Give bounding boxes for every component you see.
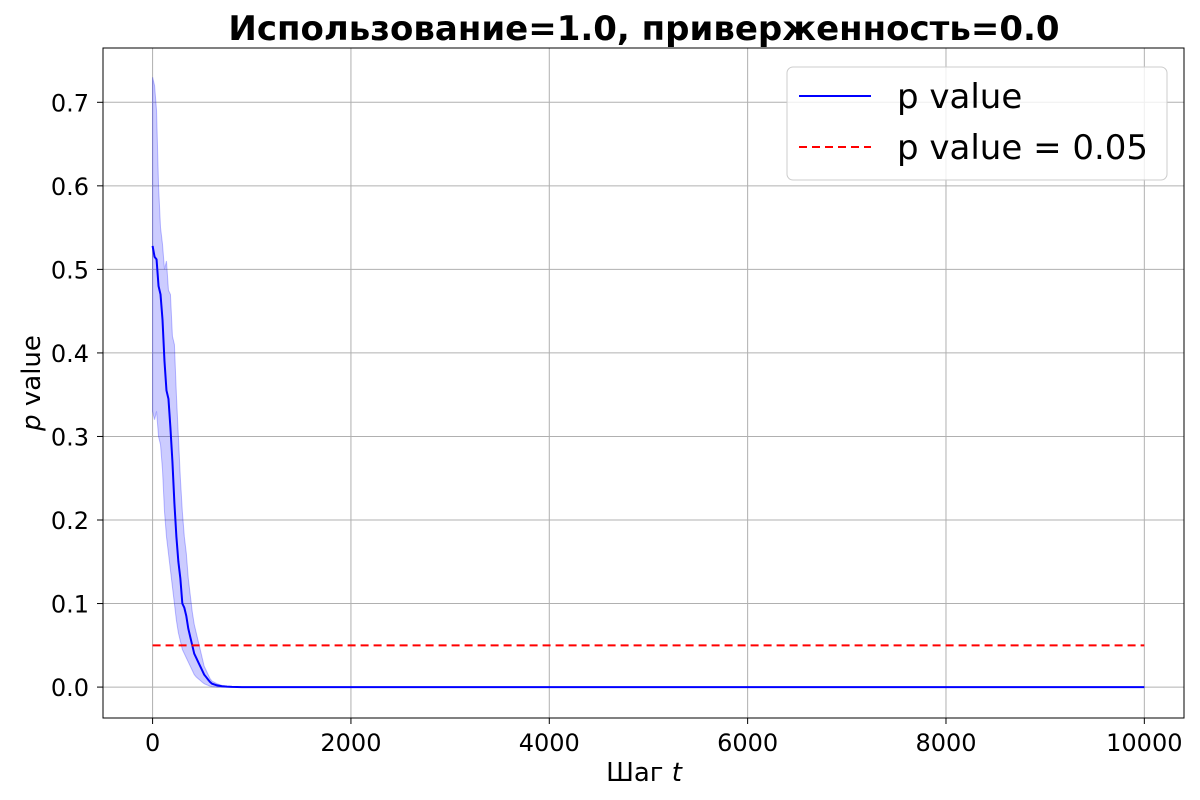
- x-tick-label: 2000: [320, 729, 381, 757]
- x-tick-label: 6000: [717, 729, 778, 757]
- series-line-p-value: [151, 245, 1145, 689]
- x-tick-label: 0: [145, 729, 160, 757]
- x-tick-label: 4000: [519, 729, 580, 757]
- y-tick-label: 0.5: [51, 256, 89, 284]
- series-layer: [151, 245, 1145, 689]
- chart-title: Использование=1.0, приверженность=0.0: [228, 9, 1059, 49]
- x-tick-label: 8000: [915, 729, 976, 757]
- y-tick-label: 0.3: [51, 423, 89, 451]
- legend-box: [786, 66, 1168, 181]
- legend-label-threshold: p value = 0.05: [897, 128, 1148, 168]
- x-tick-label: 10000: [1106, 729, 1182, 757]
- y-axis-label: p value: [17, 335, 47, 432]
- legend-label-p-value: p value: [897, 77, 1022, 117]
- y-tick-label: 0.6: [51, 173, 89, 201]
- y-tick-label: 0.2: [51, 507, 89, 535]
- y-tick-label: 0.0: [51, 674, 89, 702]
- y-tick-label: 0.4: [51, 340, 89, 368]
- x-axis-label-variable: t: [672, 758, 683, 788]
- x-axis-label: Шаг t: [606, 758, 683, 788]
- y-axis-label-text: value: [17, 335, 47, 414]
- y-tick-label: 0.7: [51, 89, 89, 117]
- x-axis-label-text: Шаг: [606, 758, 663, 788]
- x-axis-label-space: [663, 758, 671, 788]
- y-axis-ticks: 0.0 0.1 0.2 0.3 0.4 0.5 0.6 0.7: [51, 89, 103, 702]
- x-axis-ticks: 0 2000 4000 6000 8000 10000: [145, 718, 1183, 757]
- y-tick-label: 0.1: [51, 591, 89, 619]
- plot-frame: [102, 47, 1185, 719]
- legend: p value p value = 0.05: [786, 66, 1168, 181]
- y-axis-label-variable: p: [17, 414, 47, 432]
